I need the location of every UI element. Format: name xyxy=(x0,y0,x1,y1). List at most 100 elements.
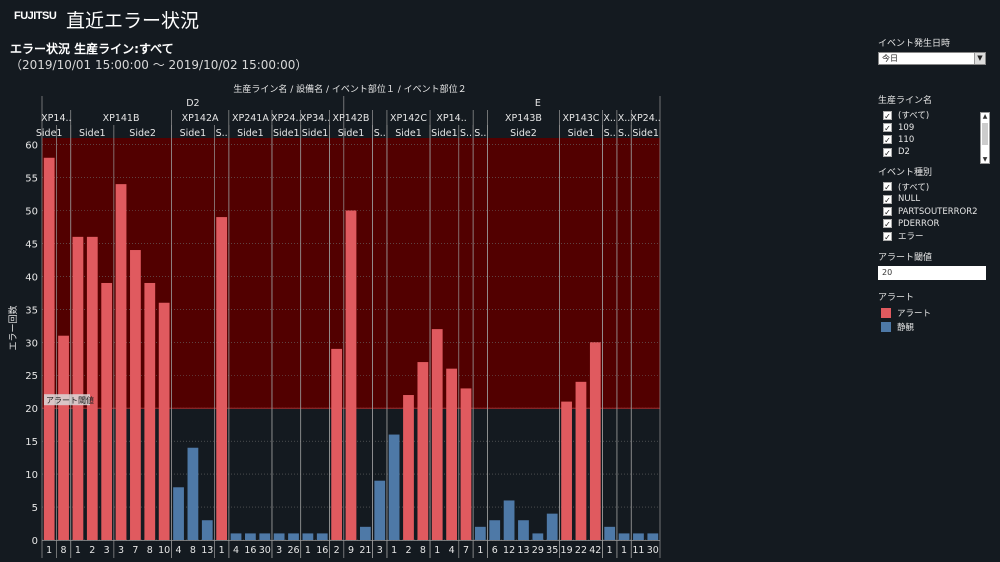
checkbox-checked-icon[interactable]: ✓ xyxy=(883,123,892,134)
x-tick-label: 13 xyxy=(201,545,213,556)
checkbox-checked-icon[interactable]: ✓ xyxy=(883,110,892,121)
bar xyxy=(173,487,184,540)
part-label: Side2 xyxy=(510,128,537,139)
bar xyxy=(359,526,371,540)
x-tick-label: 2 xyxy=(405,545,411,556)
bar xyxy=(115,184,127,540)
scroll-up-icon[interactable]: ▲ xyxy=(982,113,988,120)
part-label: Side1 xyxy=(568,128,595,139)
y-tick-label: 15 xyxy=(25,437,38,448)
event-type-filter-option[interactable]: ✓ PARTSOUTERROR2 xyxy=(878,205,994,217)
legend-swatch xyxy=(881,307,891,318)
line-filter-option-label: 110 xyxy=(898,134,915,145)
line-filter-scrollbar[interactable]: ▲ ▼ xyxy=(980,112,990,164)
bar xyxy=(589,342,601,540)
line-name-label: D2 xyxy=(186,98,199,109)
part-label: Side1 xyxy=(338,128,365,139)
y-tick-label: 50 xyxy=(25,206,38,217)
chevron-down-icon[interactable]: ▼ xyxy=(974,53,985,64)
event-time-select-value: 今日 xyxy=(882,54,898,63)
checkbox-checked-icon[interactable]: ✓ xyxy=(883,135,892,146)
event-type-filter-option-label: NULL xyxy=(898,194,921,205)
part-label: S.. xyxy=(460,128,472,139)
x-tick-label: 4 xyxy=(233,545,239,556)
line-filter-list: ✓ (すべて) ✓ 109 ✓ 110 ✓ D2 xyxy=(878,109,994,159)
line-filter-option[interactable]: ✓ (すべて) xyxy=(878,109,994,121)
bar xyxy=(302,533,314,540)
legend: アラート 静観 xyxy=(878,306,994,334)
bar xyxy=(503,500,515,540)
event-type-filter-option-label: PARTSOUTERROR2 xyxy=(898,206,978,217)
equipment-label: XP142A xyxy=(182,113,219,124)
line-filter-option[interactable]: ✓ 110 xyxy=(878,134,994,146)
line-filter-option[interactable]: ✓ 109 xyxy=(878,121,994,133)
threshold-input[interactable]: 20 xyxy=(878,265,986,280)
x-tick-label: 19 xyxy=(561,545,573,556)
x-tick-label: 21 xyxy=(359,545,371,556)
x-tick-label: 6 xyxy=(492,545,498,556)
x-tick-label: 8 xyxy=(420,545,426,556)
line-filter-option-label: 109 xyxy=(898,122,915,133)
checkbox-checked-icon[interactable]: ✓ xyxy=(883,219,892,230)
legend-item[interactable]: 静観 xyxy=(878,320,994,334)
bar xyxy=(460,388,472,540)
event-type-filter-option-label: (すべて) xyxy=(898,182,930,193)
x-tick-label: 12 xyxy=(503,545,515,556)
scroll-thumb[interactable] xyxy=(982,123,988,145)
part-label: S.. xyxy=(216,128,228,139)
checkbox-checked-icon[interactable]: ✓ xyxy=(883,231,892,242)
y-tick-label: 55 xyxy=(25,174,38,185)
checkbox-checked-icon[interactable]: ✓ xyxy=(883,182,892,193)
event-type-filter-option[interactable]: ✓ (すべて) xyxy=(878,181,994,193)
bar xyxy=(331,348,343,540)
x-tick-label: 3 xyxy=(104,545,110,556)
bar xyxy=(130,250,141,541)
x-tick-label: 7 xyxy=(463,545,469,556)
x-tick-label: 10 xyxy=(158,545,170,556)
part-label: Side1 xyxy=(237,128,264,139)
legend-item[interactable]: アラート xyxy=(878,306,994,320)
part-label: Side1 xyxy=(302,128,329,139)
chart-subtitle: エラー状況 生産ライン:すべて xyxy=(10,42,174,56)
bar xyxy=(230,533,242,540)
x-tick-label: 42 xyxy=(589,545,601,556)
date-range: （2019/10/01 15:00:00 〜 2019/10/02 15:00:… xyxy=(10,58,308,72)
checkbox-checked-icon[interactable]: ✓ xyxy=(883,147,892,158)
bar xyxy=(101,282,113,540)
error-bar-chart: 0 5 10 15 20 25 30 35 40 45 50 55 60 生産ライン名 / 設備名 / イ… xyxy=(7,83,661,558)
y-tick-label: 20 xyxy=(25,404,38,415)
bar xyxy=(604,526,616,540)
event-time-select[interactable]: 今日 ▼ xyxy=(878,52,986,65)
x-tick-label: 3 xyxy=(118,545,124,556)
y-tick-label: 40 xyxy=(25,272,38,283)
bar xyxy=(58,335,69,540)
event-type-filter-option[interactable]: ✓ PDERROR xyxy=(878,218,994,230)
checkbox-checked-icon[interactable]: ✓ xyxy=(883,207,892,218)
equipment-label: XP24.. xyxy=(271,113,301,124)
x-tick-label: 11 xyxy=(632,545,644,556)
scroll-down-icon[interactable]: ▼ xyxy=(982,156,988,163)
bar xyxy=(647,533,659,540)
x-tick-label: 1 xyxy=(391,545,397,556)
x-tick-label: 2 xyxy=(89,545,95,556)
bar xyxy=(259,533,271,540)
equipment-label: XP24.. xyxy=(630,113,660,124)
event-type-filter-option[interactable]: ✓ NULL xyxy=(878,193,994,205)
fujitsu-logo: FUJITSU xyxy=(14,10,57,22)
line-filter-option-label: (すべて) xyxy=(898,111,930,122)
threshold-label-bg xyxy=(44,394,90,406)
checkbox-checked-icon[interactable]: ✓ xyxy=(883,194,892,205)
equipment-label: XP141B xyxy=(103,113,140,124)
bar xyxy=(618,533,630,540)
x-tick-label: 9 xyxy=(348,545,354,556)
bar xyxy=(474,526,486,540)
event-type-filter-option[interactable]: ✓ エラー xyxy=(878,230,994,242)
bar xyxy=(546,513,558,540)
x-tick-label: 16 xyxy=(316,545,328,556)
equipment-label: X.. xyxy=(618,113,631,124)
equipment-label: XP14.. xyxy=(41,113,71,124)
bar xyxy=(388,434,400,540)
line-filter-option[interactable]: ✓ D2 xyxy=(878,146,994,158)
bar xyxy=(245,533,256,540)
part-label: S.. xyxy=(474,128,486,139)
